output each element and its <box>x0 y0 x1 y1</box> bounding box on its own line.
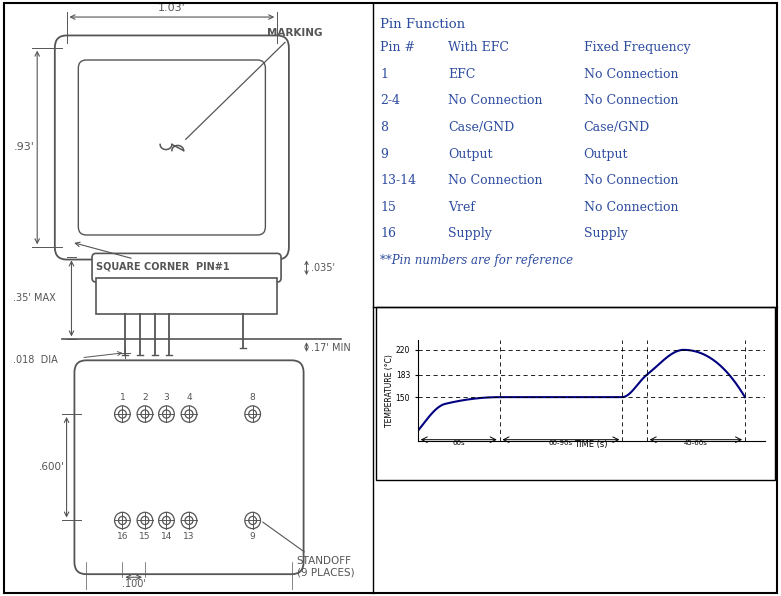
Text: No Connection: No Connection <box>583 95 678 107</box>
Text: 45-60s: 45-60s <box>684 440 708 446</box>
Text: .018  DIA: .018 DIA <box>12 355 58 365</box>
Text: Pin Function: Pin Function <box>380 18 465 31</box>
Y-axis label: TEMPERATURE (°C): TEMPERATURE (°C) <box>385 354 394 427</box>
Text: 2-4: 2-4 <box>380 95 401 107</box>
Text: Vref: Vref <box>448 201 475 214</box>
Text: EFC: EFC <box>448 68 476 81</box>
Text: 16: 16 <box>116 532 128 541</box>
Text: Output: Output <box>448 148 493 160</box>
Text: .35' MAX: .35' MAX <box>12 293 55 303</box>
Text: 9: 9 <box>380 148 388 160</box>
Text: Reflow Profile: Reflow Profile <box>515 316 636 330</box>
Text: 9: 9 <box>250 532 255 541</box>
Text: 16: 16 <box>380 227 397 240</box>
Text: 60s: 60s <box>452 440 465 446</box>
Text: No Connection: No Connection <box>448 174 543 187</box>
Text: No Connection: No Connection <box>448 95 543 107</box>
Text: 13: 13 <box>184 532 194 541</box>
Text: 14: 14 <box>161 532 172 541</box>
Text: Output: Output <box>583 148 628 160</box>
Text: Supply: Supply <box>448 227 492 240</box>
Text: .93': .93' <box>13 142 34 153</box>
Text: Fixed Frequency: Fixed Frequency <box>583 41 690 54</box>
Text: TIME (s): TIME (s) <box>574 440 608 449</box>
Text: No Connection: No Connection <box>583 174 678 187</box>
Text: 1.03': 1.03' <box>158 3 186 13</box>
Text: 8: 8 <box>380 121 388 134</box>
Text: .17' MIN: .17' MIN <box>312 343 351 353</box>
FancyBboxPatch shape <box>55 35 289 259</box>
FancyBboxPatch shape <box>78 60 266 235</box>
Text: No Connection: No Connection <box>583 201 678 214</box>
Text: Supply: Supply <box>583 227 627 240</box>
Text: Pin #: Pin # <box>380 41 415 54</box>
Text: .100': .100' <box>122 579 145 589</box>
Text: Case/GND: Case/GND <box>583 121 650 134</box>
Text: SQUARE CORNER  PIN#1: SQUARE CORNER PIN#1 <box>75 242 230 272</box>
Text: .600': .600' <box>39 462 65 472</box>
Bar <box>96 278 277 313</box>
Text: 60-90s: 60-90s <box>549 440 573 446</box>
Text: 2: 2 <box>142 393 148 402</box>
Text: 8: 8 <box>250 393 255 402</box>
Text: STANDOFF
(9 PLACES): STANDOFF (9 PLACES) <box>262 522 355 578</box>
FancyBboxPatch shape <box>92 253 281 282</box>
Text: 15: 15 <box>380 201 396 214</box>
Text: **Pin numbers are for reference: **Pin numbers are for reference <box>380 254 573 267</box>
Text: 1: 1 <box>380 68 388 81</box>
FancyBboxPatch shape <box>74 361 304 574</box>
Text: No Connection: No Connection <box>583 68 678 81</box>
Text: With EFC: With EFC <box>448 41 509 54</box>
Text: MARKING: MARKING <box>186 27 323 139</box>
Text: 13-14: 13-14 <box>380 174 416 187</box>
Text: 15: 15 <box>139 532 151 541</box>
Text: .035': .035' <box>312 263 335 273</box>
Text: Case/GND: Case/GND <box>448 121 515 134</box>
Text: 4: 4 <box>186 393 192 402</box>
Text: 1: 1 <box>119 393 125 402</box>
Text: 3: 3 <box>163 393 169 402</box>
